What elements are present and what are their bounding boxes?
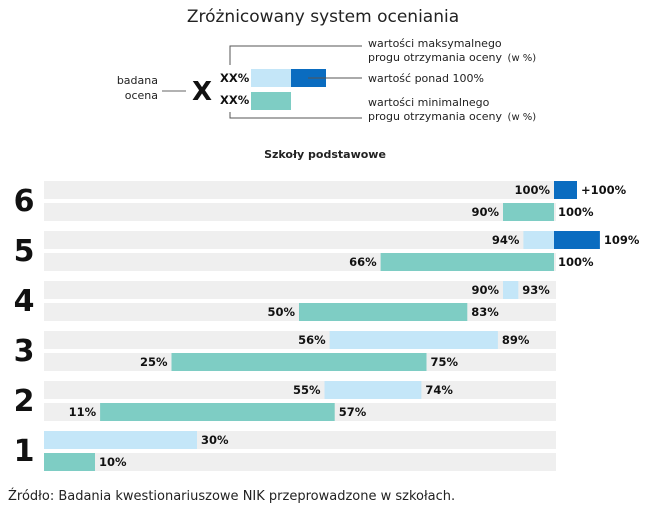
grade-5-max-from-label: 94%	[492, 233, 520, 247]
source-note: Źródło: Badania kwestionariuszowe NIK pr…	[8, 488, 455, 504]
grade-2-label: 2	[14, 384, 35, 419]
grade-3-min-from-label: 25%	[140, 355, 168, 369]
grade-1-max-range-bar	[44, 431, 197, 449]
grade-5-label: 5	[14, 234, 35, 269]
grade-1-label: 1	[14, 434, 35, 469]
legend-over-label: wartość ponad 100%	[368, 72, 484, 85]
grade-2-min-from-label: 11%	[69, 405, 97, 419]
grade-4-max-track	[44, 281, 556, 299]
grade-1-min-to-label: 10%	[99, 455, 127, 469]
grade-6-min-track	[44, 203, 556, 221]
grade-6-max-over-bar	[554, 181, 577, 199]
grade-6-label: 6	[14, 184, 35, 219]
grade-3-max-range-bar	[329, 331, 498, 349]
grade-4-label: 4	[14, 284, 35, 319]
grade-1-max-to-label: 30%	[201, 433, 229, 447]
chart-subtitle: Szkoły podstawowe	[264, 148, 386, 161]
grade-6-max-from-label: 100%	[514, 183, 550, 197]
legend-max-bracket	[229, 45, 362, 65]
bars-area: 6 100% +100% 90% 100% 5 94% 109% 66% 100% 4 90% 93% 5…	[14, 181, 640, 471]
legend-max-line2: progu otrzymania oceny (w %)	[368, 51, 536, 64]
legend-left-label-2: ocena	[125, 89, 158, 102]
grade-2-min-range-bar	[100, 403, 335, 421]
grade-2-max-to-label: 74%	[425, 383, 453, 397]
legend-left-label-1: badana	[117, 74, 158, 87]
legend-min-line1: wartości minimalnego	[368, 96, 490, 109]
legend-top-value: XX%	[220, 71, 250, 85]
grade-5-min-to-label: 100%	[558, 255, 594, 269]
grade-1-min-track	[44, 453, 556, 471]
grade-4-max-from-label: 90%	[471, 283, 499, 297]
legend-max-range-swatch	[251, 69, 291, 87]
grade-3-min-range-bar	[171, 353, 427, 371]
grade-5-max-range-bar	[523, 231, 554, 249]
legend-min-bracket	[229, 112, 362, 119]
legend-grade-symbol: X	[192, 77, 212, 107]
legend-min-range-swatch	[251, 92, 291, 110]
grade-4-min-range-bar	[299, 303, 468, 321]
grade-5-max-track	[44, 231, 556, 249]
grade-5-max-over-bar	[554, 231, 600, 249]
chart-title: Zróżnicowany system oceniania	[187, 7, 459, 27]
grade-6-max-track	[44, 181, 556, 199]
grade-4-max-range-bar	[503, 281, 519, 299]
legend: badana ocena X XX% XX% wartości maksymal…	[117, 37, 536, 123]
grade-3-label: 3	[14, 334, 35, 369]
grade-2-max-from-label: 55%	[293, 383, 321, 397]
grade-4-max-to-label: 93%	[522, 283, 550, 297]
grade-6-min-from-label: 90%	[471, 205, 499, 219]
grade-4-min-to-label: 83%	[471, 305, 499, 319]
legend-min-line2: progu otrzymania oceny (w %)	[368, 110, 536, 123]
grade-3-max-to-label: 89%	[502, 333, 530, 347]
grade-6-max-to-label: +100%	[581, 183, 627, 197]
grade-5-min-range-bar	[380, 253, 554, 271]
grade-4-min-from-label: 50%	[267, 305, 295, 319]
grade-2-min-to-label: 57%	[339, 405, 367, 419]
grade-3-max-from-label: 56%	[298, 333, 326, 347]
grade-5-min-from-label: 66%	[349, 255, 377, 269]
grade-2-max-track	[44, 381, 556, 399]
legend-max-line1: wartości maksymalnego	[368, 37, 502, 50]
grade-3-min-to-label: 75%	[431, 355, 459, 369]
grade-6-min-to-label: 100%	[558, 205, 594, 219]
legend-bottom-value: XX%	[220, 93, 250, 107]
grade-2-max-range-bar	[324, 381, 422, 399]
grade-5-max-to-label: 109%	[604, 233, 640, 247]
grade-6-min-range-bar	[503, 203, 554, 221]
grade-1-min-range-bar	[44, 453, 95, 471]
